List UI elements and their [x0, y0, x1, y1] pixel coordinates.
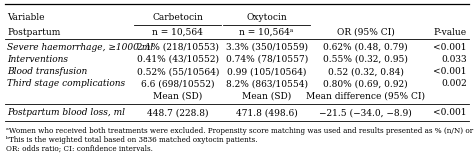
Text: −21.5 (−34.0, −8.9): −21.5 (−34.0, −8.9) — [319, 108, 412, 117]
Text: ᵃWomen who received both treatments were excluded. Propensity score matching was: ᵃWomen who received both treatments were… — [6, 127, 474, 135]
Text: 0.99 (105/10564): 0.99 (105/10564) — [227, 67, 306, 76]
Text: 0.52 (0.32, 0.84): 0.52 (0.32, 0.84) — [328, 67, 403, 76]
Text: 471.8 (498.6): 471.8 (498.6) — [236, 108, 298, 117]
Text: 0.74% (78/10557): 0.74% (78/10557) — [226, 55, 308, 64]
Text: Postpartum blood loss, ml: Postpartum blood loss, ml — [7, 108, 125, 117]
Text: n = 10,564ᵃ: n = 10,564ᵃ — [239, 28, 294, 37]
Text: <0.001: <0.001 — [433, 67, 467, 76]
Text: 0.80% (0.69, 0.92): 0.80% (0.69, 0.92) — [323, 79, 408, 88]
Text: ᵇThis is the weighted total based on 3836 matched oxytocin patients.: ᵇThis is the weighted total based on 383… — [6, 136, 257, 144]
Text: <0.001: <0.001 — [433, 43, 467, 52]
Text: 448.7 (228.8): 448.7 (228.8) — [147, 108, 209, 117]
Text: 2.1% (218/10553): 2.1% (218/10553) — [137, 43, 219, 52]
Text: 0.55% (0.32, 0.95): 0.55% (0.32, 0.95) — [323, 55, 408, 64]
Text: 6.6 (698/10552): 6.6 (698/10552) — [141, 79, 214, 88]
Text: Blood transfusion: Blood transfusion — [7, 67, 87, 76]
Text: Mean (SD): Mean (SD) — [153, 91, 202, 100]
Text: 0.033: 0.033 — [441, 55, 467, 64]
Text: Severe haemorrhage, ≥1000 ml: Severe haemorrhage, ≥1000 ml — [7, 43, 153, 52]
Text: 0.52% (55/10564): 0.52% (55/10564) — [137, 67, 219, 76]
Text: Variable: Variable — [7, 13, 45, 22]
Text: Oxytocin: Oxytocin — [246, 13, 287, 22]
Text: 0.002: 0.002 — [441, 79, 467, 88]
Text: OR: odds ratio; CI: confidence intervals.: OR: odds ratio; CI: confidence intervals… — [6, 145, 153, 153]
Text: 0.62% (0.48, 0.79): 0.62% (0.48, 0.79) — [323, 43, 408, 52]
Text: P-value: P-value — [434, 28, 467, 37]
Text: 0.41% (43/10552): 0.41% (43/10552) — [137, 55, 219, 64]
Text: Interventions: Interventions — [7, 55, 68, 64]
Text: Third stage complications: Third stage complications — [7, 79, 125, 88]
Text: OR (95% CI): OR (95% CI) — [337, 28, 394, 37]
Text: <0.001: <0.001 — [433, 108, 467, 117]
Text: Mean difference (95% CI): Mean difference (95% CI) — [306, 91, 425, 100]
Text: 8.2% (863/10554): 8.2% (863/10554) — [226, 79, 308, 88]
Text: Mean (SD): Mean (SD) — [242, 91, 292, 100]
Text: Postpartum: Postpartum — [7, 28, 61, 37]
Text: n = 10,564: n = 10,564 — [152, 28, 203, 37]
Text: Carbetocin: Carbetocin — [152, 13, 203, 22]
Text: 3.3% (350/10559): 3.3% (350/10559) — [226, 43, 308, 52]
